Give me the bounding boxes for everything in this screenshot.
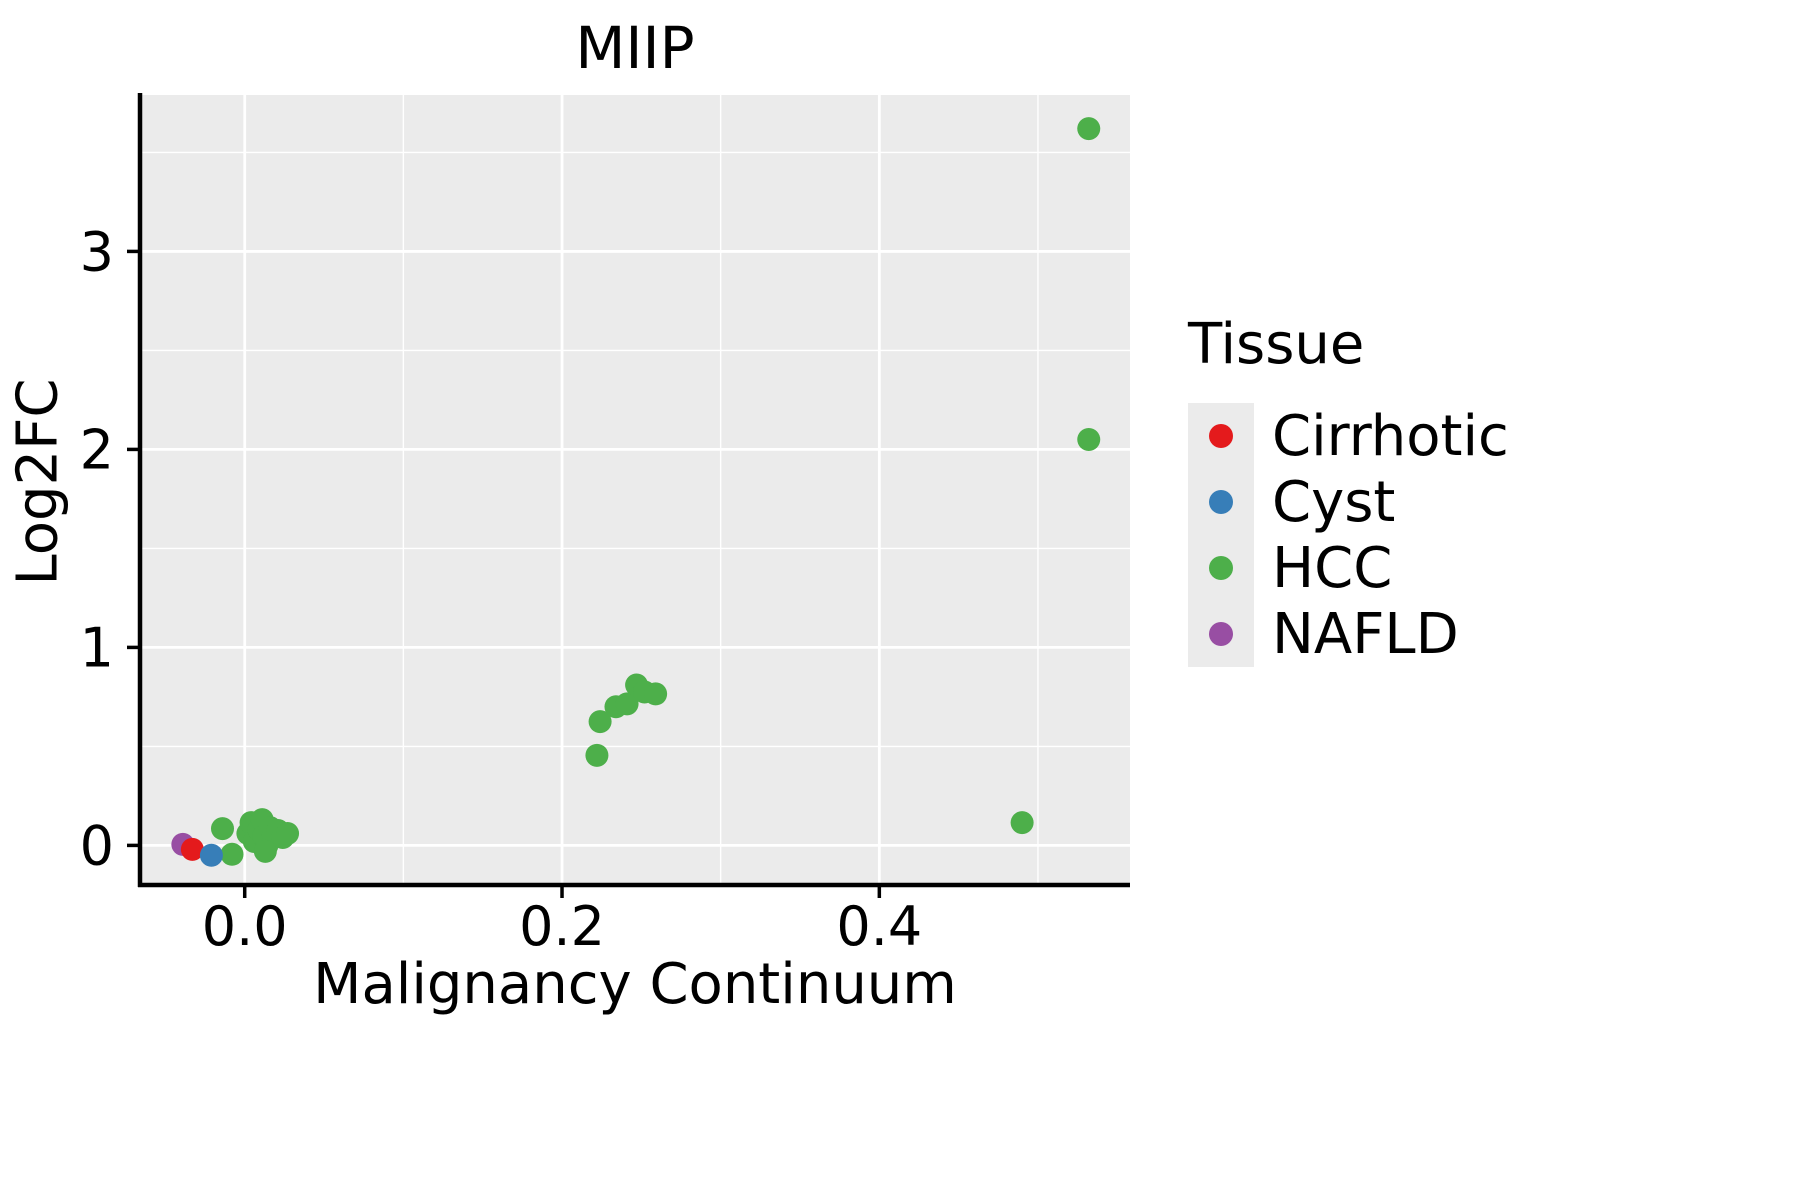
x-tick-label: 0.0 [202,895,288,958]
legend-key-cyst [1188,469,1254,535]
data-point-hcc [615,692,639,716]
legend-dot-icon-hcc [1209,556,1233,580]
x-axis-label: Malignancy Continuum [313,952,957,1017]
legend-key-cirrhotic [1188,403,1254,469]
legend-item-cyst: Cyst [1188,469,1509,535]
data-point-cirrhotic [180,837,204,861]
data-point-hcc [588,710,612,734]
legend-key-nafld [1188,601,1254,667]
legend-label-nafld: NAFLD [1272,601,1459,667]
legend-label-cyst: Cyst [1272,469,1396,535]
y-tick-label: 2 [80,418,114,481]
x-tick-label: 0.4 [836,895,922,958]
data-point-hcc [585,743,609,767]
legend-items: Cirrhotic Cyst HCC NAFLD [1188,403,1509,667]
legend-key-hcc [1188,535,1254,601]
legend-title: Tissue [1188,312,1365,377]
legend-dot-icon-nafld [1209,622,1233,646]
legend-dot-icon-cirrhotic [1209,424,1233,448]
legend-dot-icon-cyst [1209,490,1233,514]
data-point-hcc [220,842,244,866]
legend-item-hcc: HCC [1188,535,1509,601]
data-point-hcc [253,839,277,863]
legend: Tissue Cirrhotic Cyst HCC NAFLD [1188,312,1509,667]
legend-item-cirrhotic: Cirrhotic [1188,403,1509,469]
x-tick-label: 0.2 [519,895,605,958]
data-point-hcc [1077,117,1101,141]
data-point-hcc [211,817,234,841]
data-point-hcc [644,682,668,706]
y-tick-label: 3 [80,220,114,283]
data-point-hcc [276,822,300,846]
data-point-hcc [1077,428,1101,452]
plot-panel [140,95,1130,885]
data-point-cyst [199,843,223,867]
y-tick-label: 1 [80,616,114,679]
legend-item-nafld: NAFLD [1188,601,1509,667]
data-point-hcc [1010,811,1034,835]
legend-label-cirrhotic: Cirrhotic [1272,403,1509,469]
chart-title: MIIP [575,14,695,82]
legend-label-hcc: HCC [1272,535,1393,601]
y-tick-label: 0 [80,814,114,877]
